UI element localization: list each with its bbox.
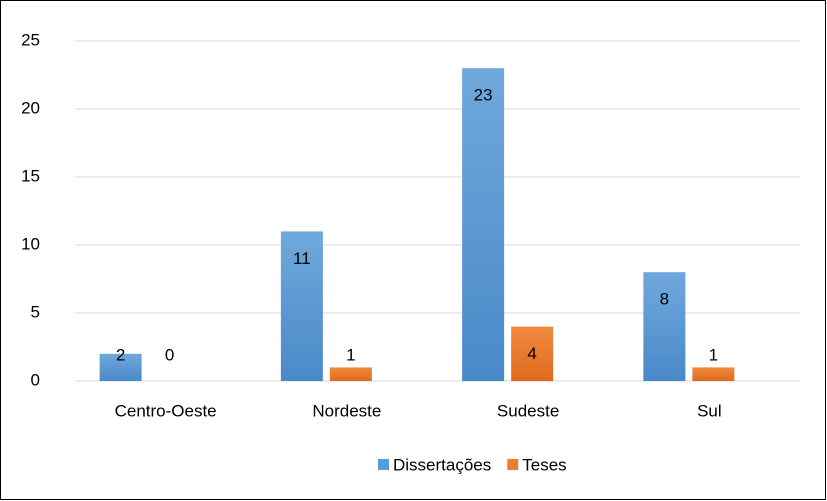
data-label: 8 bbox=[660, 290, 669, 309]
data-label: 11 bbox=[293, 249, 311, 268]
data-label: 1 bbox=[346, 345, 355, 364]
data-label: 1 bbox=[709, 345, 718, 364]
x-tick-label: Nordeste bbox=[312, 401, 381, 420]
x-tick-label: Centro-Oeste bbox=[115, 401, 217, 420]
x-tick-label: Sul bbox=[697, 401, 722, 420]
y-tick-label: 0 bbox=[31, 370, 40, 389]
bar bbox=[280, 231, 323, 381]
bar bbox=[643, 272, 686, 381]
y-tick-label: 15 bbox=[21, 166, 40, 185]
legend-swatch bbox=[378, 459, 389, 470]
y-tick-label: 10 bbox=[21, 234, 40, 253]
data-label: 23 bbox=[474, 86, 493, 105]
y-tick-label: 20 bbox=[21, 98, 40, 117]
data-label: 0 bbox=[165, 345, 174, 364]
bar bbox=[692, 367, 735, 381]
bar bbox=[99, 353, 142, 381]
data-label: 4 bbox=[527, 344, 536, 363]
x-tick-label: Sudeste bbox=[497, 401, 559, 420]
legend-label: Dissertações bbox=[393, 455, 491, 474]
bar bbox=[462, 68, 505, 381]
legend-label: Teses bbox=[522, 455, 566, 474]
y-tick-label: 25 bbox=[21, 30, 40, 49]
bar bbox=[329, 367, 372, 381]
legend-swatch bbox=[507, 459, 519, 470]
y-tick-label: 5 bbox=[31, 302, 40, 321]
bar bbox=[511, 326, 554, 381]
data-label: 2 bbox=[116, 345, 125, 364]
